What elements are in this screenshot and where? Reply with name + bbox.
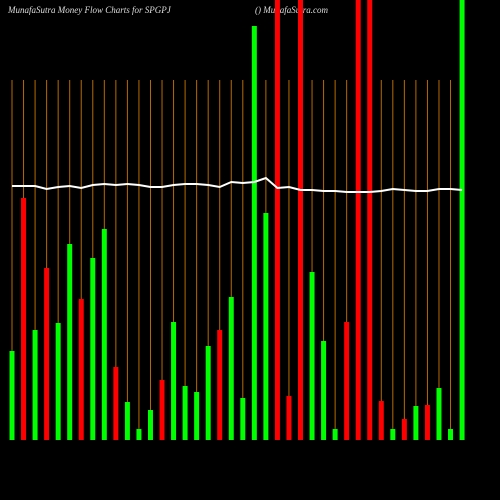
money-flow-line	[12, 176, 463, 193]
bar	[194, 392, 200, 440]
bar	[136, 429, 142, 440]
bar	[217, 330, 223, 440]
bar	[44, 268, 50, 440]
bar	[113, 367, 119, 440]
bar	[159, 380, 165, 440]
bar	[424, 405, 430, 440]
bar	[182, 386, 188, 440]
bar	[147, 410, 153, 440]
bar	[390, 429, 396, 440]
bar	[321, 341, 327, 440]
bar	[9, 351, 15, 440]
bar	[274, 0, 280, 440]
bar	[436, 388, 442, 440]
bar	[344, 322, 350, 440]
bar	[367, 0, 373, 440]
chart-title: MunafaSutra Money Flow Charts for SPGPJ	[7, 5, 172, 15]
chart-subtitle: () MunafaSutra.com	[255, 5, 328, 15]
bar	[240, 398, 246, 440]
bar	[228, 297, 234, 440]
bar	[171, 322, 177, 440]
bar	[205, 346, 211, 440]
bar	[298, 0, 303, 440]
bar	[378, 401, 384, 440]
bar	[55, 323, 61, 440]
bar	[309, 272, 315, 440]
bar	[332, 429, 338, 440]
bar	[459, 0, 465, 440]
bar	[263, 213, 269, 440]
bar	[101, 229, 107, 440]
bar	[448, 429, 454, 440]
bar	[124, 402, 130, 440]
bar	[401, 419, 407, 440]
bar	[413, 406, 419, 440]
bar	[32, 330, 38, 440]
bar	[21, 198, 27, 440]
bar	[355, 0, 361, 440]
bar	[286, 396, 292, 440]
bar	[67, 244, 73, 440]
bar	[78, 299, 84, 440]
bar	[251, 26, 257, 440]
bar	[90, 258, 96, 440]
